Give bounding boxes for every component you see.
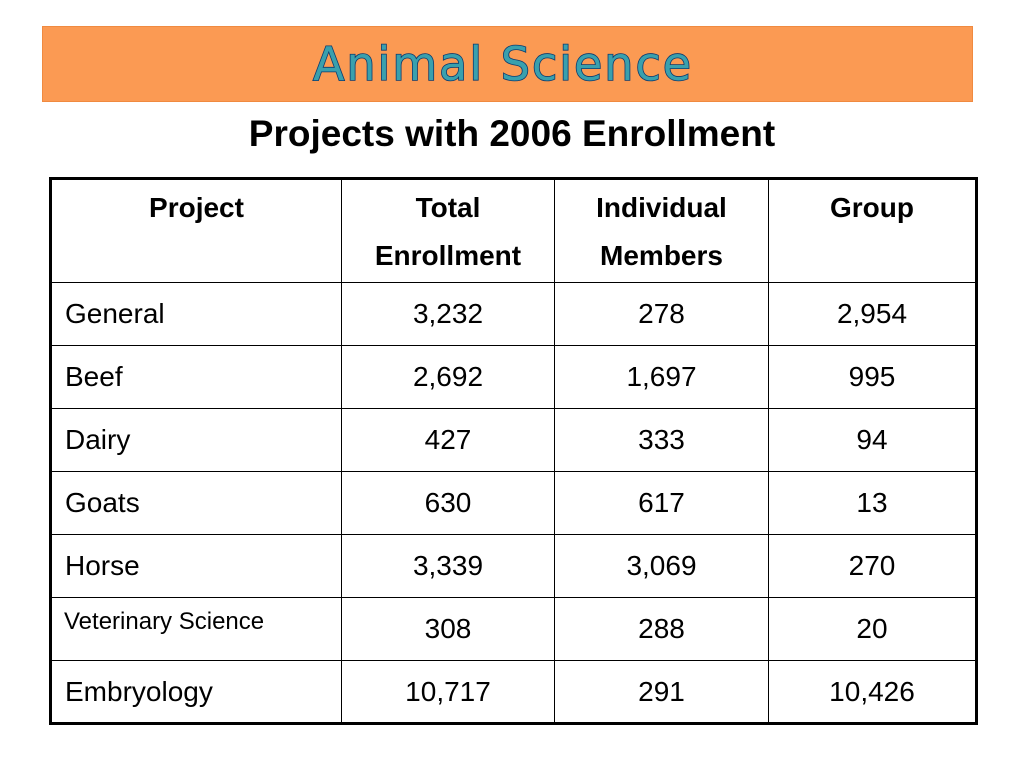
banner-title: Animal Science xyxy=(313,37,693,91)
cell-group: 270 xyxy=(768,534,977,598)
header-individual-line1: Individual xyxy=(596,192,727,223)
cell-project: Horse xyxy=(50,534,342,598)
page-subtitle: Projects with 2006 Enrollment xyxy=(248,113,776,154)
cell-group: 995 xyxy=(768,345,977,409)
cell-total: 2,692 xyxy=(341,345,555,409)
table-row: Horse 3,339 3,069 270 xyxy=(50,534,977,598)
enrollment-table: Project Total Enrollment Individual Memb… xyxy=(49,177,978,725)
cell-individual: 1,697 xyxy=(554,345,769,409)
header-group: Group xyxy=(768,178,977,283)
table-header-row: Project Total Enrollment Individual Memb… xyxy=(50,178,977,283)
cell-project: Goats xyxy=(50,471,342,535)
header-total-enrollment: Total Enrollment xyxy=(341,178,555,283)
cell-group: 10,426 xyxy=(768,660,977,724)
cell-individual: 3,069 xyxy=(554,534,769,598)
cell-group: 2,954 xyxy=(768,282,977,346)
cell-project: General xyxy=(50,282,342,346)
cell-individual: 617 xyxy=(554,471,769,535)
cell-individual: 288 xyxy=(554,597,769,661)
header-individual-members: Individual Members xyxy=(554,178,769,283)
table-row: Embryology 10,717 291 10,426 xyxy=(50,660,977,724)
header-project: Project xyxy=(50,178,342,283)
cell-group: 13 xyxy=(768,471,977,535)
header-total-line2: Enrollment xyxy=(374,240,522,271)
table-row: General 3,232 278 2,954 xyxy=(50,282,977,346)
table-row: Veterinary Science 308 288 20 xyxy=(50,597,977,661)
cell-total: 427 xyxy=(341,408,555,472)
cell-project: Veterinary Science xyxy=(50,597,342,661)
cell-total: 3,339 xyxy=(341,534,555,598)
header-group-line1: Group xyxy=(830,192,914,223)
cell-group: 94 xyxy=(768,408,977,472)
cell-individual: 333 xyxy=(554,408,769,472)
title-banner-graphic: Animal Science xyxy=(312,36,693,92)
table-row: Dairy 427 333 94 xyxy=(50,408,977,472)
header-total-line1: Total xyxy=(415,192,481,223)
cell-total: 10,717 xyxy=(341,660,555,724)
cell-group: 20 xyxy=(768,597,977,661)
table-row: Beef 2,692 1,697 995 xyxy=(50,345,977,409)
cell-project: Embryology xyxy=(50,660,342,724)
cell-total: 630 xyxy=(341,471,555,535)
cell-project: Beef xyxy=(50,345,342,409)
cell-project: Dairy xyxy=(50,408,342,472)
title-banner: Animal Science xyxy=(42,26,973,102)
cell-total: 3,232 xyxy=(341,282,555,346)
header-individual-line2: Members xyxy=(600,240,723,271)
header-project-line1: Project xyxy=(149,192,244,223)
table-row: Goats 630 617 13 xyxy=(50,471,977,535)
cell-total: 308 xyxy=(341,597,555,661)
cell-individual: 278 xyxy=(554,282,769,346)
cell-individual: 291 xyxy=(554,660,769,724)
